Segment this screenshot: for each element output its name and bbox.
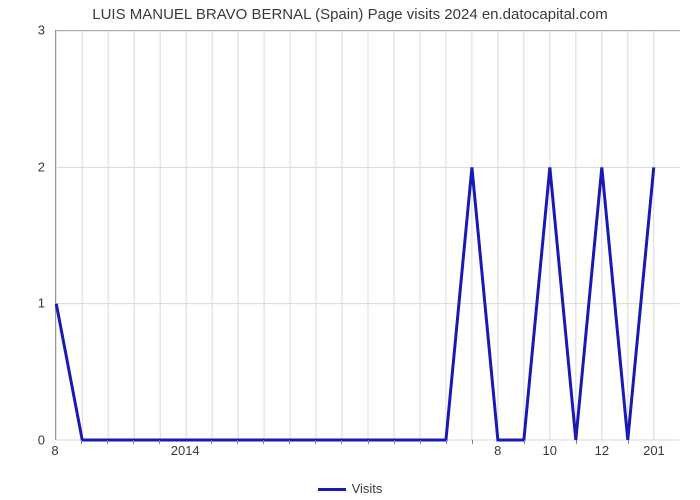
legend: Visits	[0, 481, 700, 496]
xtick-minor	[263, 440, 264, 444]
xtick-minor	[133, 440, 134, 444]
xtick-minor	[420, 440, 421, 444]
legend-label: Visits	[352, 481, 383, 496]
xtick-minor	[341, 440, 342, 444]
xtick-minor	[159, 440, 160, 444]
ytick-label: 0	[5, 433, 45, 448]
xtick-minor	[576, 440, 577, 444]
chart-container: LUIS MANUEL BRAVO BERNAL (Spain) Page vi…	[0, 0, 700, 500]
xtick-minor	[81, 440, 82, 444]
xtick-minor	[289, 440, 290, 444]
xtick-label: 10	[543, 443, 557, 458]
plot-area	[55, 30, 680, 440]
xtick-minor	[394, 440, 395, 444]
xtick-minor	[237, 440, 238, 444]
xtick-minor	[368, 440, 369, 444]
ytick-label: 3	[5, 23, 45, 38]
xtick-minor	[446, 440, 447, 444]
series-layer	[56, 31, 680, 440]
xtick-minor	[472, 440, 473, 444]
xtick-label: 12	[595, 443, 609, 458]
ytick-label: 2	[5, 159, 45, 174]
chart-title: LUIS MANUEL BRAVO BERNAL (Spain) Page vi…	[0, 6, 700, 23]
xtick-minor	[107, 440, 108, 444]
xtick-minor	[524, 440, 525, 444]
legend-swatch	[318, 488, 346, 491]
xtick-minor	[211, 440, 212, 444]
xtick-label: 201	[643, 443, 665, 458]
ytick-label: 1	[5, 296, 45, 311]
xtick-minor	[628, 440, 629, 444]
xtick-label: 2014	[171, 443, 200, 458]
xtick-label: 8	[51, 443, 58, 458]
xtick-minor	[315, 440, 316, 444]
xtick-label: 8	[494, 443, 501, 458]
